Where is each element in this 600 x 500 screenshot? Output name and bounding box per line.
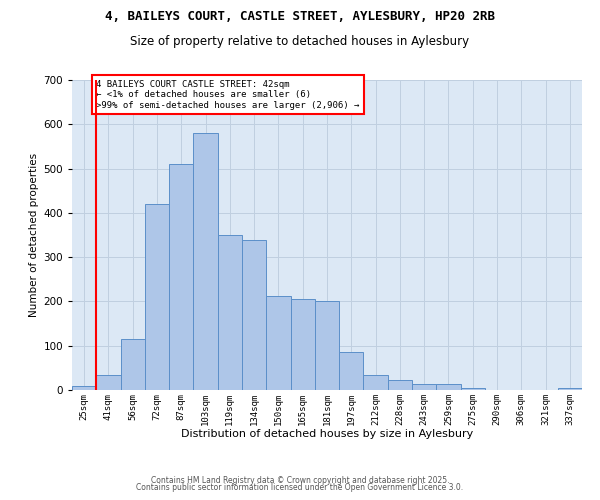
Bar [412,384,436,390]
Bar [96,374,121,390]
Y-axis label: Number of detached properties: Number of detached properties [29,153,39,317]
Bar [388,380,412,390]
Text: Contains HM Land Registry data © Crown copyright and database right 2025.: Contains HM Land Registry data © Crown c… [151,476,449,485]
Bar [315,302,339,390]
Bar [242,240,266,390]
Bar [339,352,364,390]
Bar [145,204,169,390]
Bar [364,374,388,390]
Text: Contains public sector information licensed under the Open Government Licence 3.: Contains public sector information licen… [136,484,464,492]
Text: Size of property relative to detached houses in Aylesbury: Size of property relative to detached ho… [130,35,470,48]
Bar [266,296,290,390]
Bar [193,133,218,390]
Bar [72,386,96,390]
Bar [461,388,485,390]
Bar [290,299,315,390]
Text: 4, BAILEYS COURT, CASTLE STREET, AYLESBURY, HP20 2RB: 4, BAILEYS COURT, CASTLE STREET, AYLESBU… [105,10,495,23]
Bar [169,164,193,390]
Bar [121,339,145,390]
Bar [218,235,242,390]
X-axis label: Distribution of detached houses by size in Aylesbury: Distribution of detached houses by size … [181,429,473,439]
Text: 4 BAILEYS COURT CASTLE STREET: 42sqm
← <1% of detached houses are smaller (6)
>9: 4 BAILEYS COURT CASTLE STREET: 42sqm ← <… [96,80,359,110]
Bar [558,388,582,390]
Bar [436,384,461,390]
